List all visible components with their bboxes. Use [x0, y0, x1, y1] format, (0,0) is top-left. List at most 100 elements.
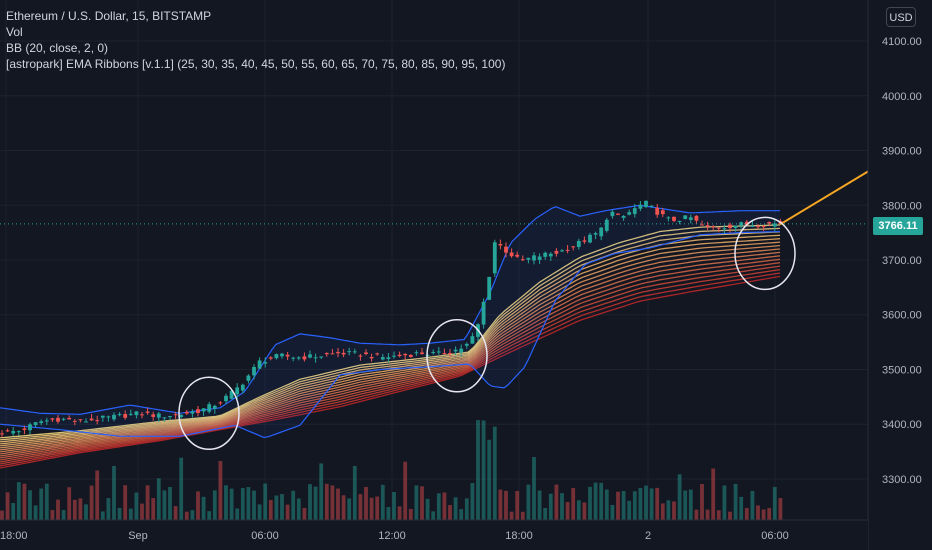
volume-bar: [112, 465, 116, 520]
candle-body: [341, 352, 346, 355]
candle-body: [582, 240, 587, 242]
candle-body: [392, 355, 396, 357]
ema-ribbons-indicator-label[interactable]: [astropark] EMA Ribbons [v.1.1] (25, 30,…: [6, 57, 506, 71]
candle-body: [207, 404, 212, 412]
candle-body: [375, 353, 380, 355]
candle-body: [134, 411, 139, 416]
volume-bar: [291, 490, 296, 520]
candle-body: [543, 252, 548, 257]
volume-indicator-label[interactable]: Vol: [6, 25, 23, 39]
volume-bar: [263, 483, 268, 520]
volume-bar: [492, 426, 497, 520]
candle-body: [313, 357, 318, 359]
volume-bar: [582, 502, 587, 520]
candle-body: [744, 221, 749, 225]
candle-body: [593, 233, 598, 235]
candle-body: [324, 353, 329, 355]
price-tick-label: 3500.00: [882, 364, 922, 376]
volume-bar: [61, 510, 66, 520]
candle-body: [414, 352, 419, 354]
candle-body: [627, 212, 632, 215]
candle-body: [537, 256, 542, 260]
candle-body: [448, 352, 452, 354]
price-axis: 3300.00 3400.00 3500.00 3600.00 3700.00 3800.…: [867, 0, 932, 550]
candle-body: [677, 220, 682, 222]
bollinger-lower-band: [0, 230, 781, 439]
volume-bar: [296, 498, 301, 520]
volume-bar: [548, 493, 553, 520]
volume-bar: [425, 498, 430, 520]
volume-bar: [632, 491, 637, 520]
volume-bar: [257, 504, 262, 520]
volume-bar: [140, 503, 144, 520]
candle-body: [408, 354, 413, 358]
volume-bar: [599, 482, 604, 520]
volume-bar: [509, 511, 514, 520]
volume-bar: [453, 497, 458, 520]
volume-bar: [414, 485, 419, 520]
ema-line-80: [0, 262, 781, 461]
highlight-circle: [426, 319, 488, 393]
candle-body: [700, 224, 704, 226]
candle-body: [621, 215, 626, 218]
symbol-title[interactable]: Ethereum / U.S. Dollar, 15, BITSTAMP: [6, 9, 212, 23]
volume-bar: [22, 483, 27, 520]
time-tick-label: 18:00: [505, 530, 533, 542]
time-tick-label: 18:00: [0, 530, 28, 542]
volume-bar: [666, 500, 671, 520]
candle-body: [252, 366, 256, 376]
candle-body: [705, 225, 710, 227]
candle-body: [459, 348, 464, 353]
candle-body: [420, 352, 424, 355]
volume-bar: [280, 494, 284, 520]
candle-body: [106, 416, 111, 418]
candle-body: [688, 217, 693, 220]
volume-bar: [313, 486, 318, 520]
candle-body: [235, 387, 240, 395]
bollinger-bands: [0, 204, 781, 439]
volume-bar: [56, 499, 60, 520]
candle-body: [39, 421, 44, 424]
volume-bar: [268, 500, 273, 520]
currency-button[interactable]: USD: [886, 7, 916, 27]
volume-bar: [196, 491, 200, 520]
candle-body: [67, 417, 72, 420]
candle-body: [599, 227, 604, 237]
candle-body: [95, 420, 100, 422]
candle-body: [274, 354, 279, 359]
volume-bar: [207, 511, 212, 520]
volume-bar: [448, 505, 452, 520]
candle-body: [173, 414, 178, 416]
candle-body: [196, 409, 200, 414]
volume-bar: [756, 505, 760, 520]
volume-bar: [459, 509, 464, 520]
candle-body: [50, 418, 55, 420]
bollinger-indicator-label[interactable]: BB (20, close, 2, 0): [6, 41, 109, 55]
time-tick-label: 06:00: [251, 530, 279, 542]
price-tick-label: 4100.00: [882, 36, 922, 48]
candle-body: [319, 356, 324, 358]
ema-line-35: [0, 231, 781, 443]
candle-body: [772, 223, 777, 227]
ema-line-90: [0, 268, 781, 465]
time-axis-background: [0, 520, 868, 550]
candle-body: [263, 362, 268, 364]
ema-line-25: [0, 224, 781, 439]
annotations: [0, 163, 881, 451]
candle-body: [548, 253, 553, 257]
chart-grid: [0, 0, 868, 520]
volume-bar: [610, 505, 615, 520]
candle-body: [722, 228, 727, 230]
volume-bar: [767, 508, 772, 520]
volume-bar: [162, 490, 167, 520]
volume-bar: [649, 488, 654, 520]
bollinger-upper-band: [0, 204, 780, 416]
volume-bar: [515, 490, 520, 520]
volume-bar: [240, 488, 245, 520]
time-axis: 18:00 Sep 06:00 12:00 18:00 2 06:00: [0, 519, 868, 550]
ema-line-30: [0, 227, 781, 441]
candle-body: [44, 420, 49, 422]
volume-bar: [476, 420, 480, 520]
ema-line-60: [0, 248, 781, 453]
